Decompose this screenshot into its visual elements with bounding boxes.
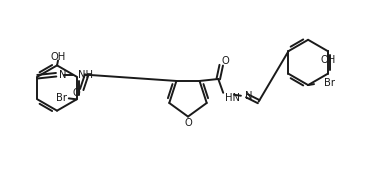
Text: O: O xyxy=(221,56,229,66)
Text: O: O xyxy=(184,118,192,129)
Text: N: N xyxy=(245,91,252,101)
Text: OH: OH xyxy=(50,51,66,62)
Text: HN: HN xyxy=(225,93,240,103)
Text: NH: NH xyxy=(78,70,93,80)
Text: O: O xyxy=(73,88,81,98)
Text: OH: OH xyxy=(320,55,335,65)
Text: Br: Br xyxy=(56,93,68,103)
Text: N: N xyxy=(59,70,67,80)
Text: Br: Br xyxy=(324,78,335,88)
